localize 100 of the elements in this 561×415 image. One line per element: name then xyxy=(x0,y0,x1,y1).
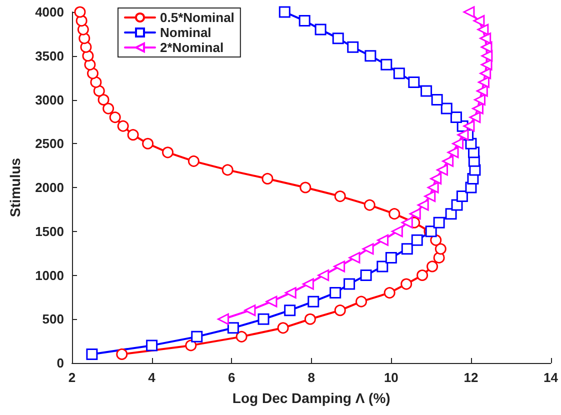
point xyxy=(98,94,110,106)
x-tick-label: 14 xyxy=(544,370,559,385)
point xyxy=(376,260,388,272)
point xyxy=(472,102,484,114)
point xyxy=(334,260,346,272)
point xyxy=(393,68,405,80)
point xyxy=(480,32,492,44)
point xyxy=(347,41,359,53)
y-tick-label: 3500 xyxy=(35,48,64,64)
point xyxy=(356,296,368,308)
point xyxy=(476,85,488,97)
x-axis-title: Log Dec Damping Λ (%) xyxy=(232,390,390,406)
point xyxy=(478,76,490,88)
point xyxy=(384,287,396,299)
point xyxy=(433,216,445,228)
point xyxy=(300,182,312,194)
point xyxy=(142,138,154,150)
point xyxy=(87,68,98,80)
point xyxy=(430,234,442,246)
point xyxy=(477,24,489,36)
y-tick-label: 500 xyxy=(42,312,64,327)
point xyxy=(227,322,239,334)
point xyxy=(426,260,438,272)
point xyxy=(344,278,356,290)
point xyxy=(456,190,468,202)
point xyxy=(262,172,274,184)
point xyxy=(348,252,360,264)
point xyxy=(284,287,296,299)
point xyxy=(424,190,436,202)
x-tick-label: 10 xyxy=(384,370,398,385)
point xyxy=(409,208,421,220)
point xyxy=(431,94,443,106)
point xyxy=(334,304,346,316)
point xyxy=(284,304,296,316)
point xyxy=(334,190,346,202)
point xyxy=(416,270,428,281)
point xyxy=(162,146,174,158)
y-tick-label: 1500 xyxy=(35,224,64,239)
point xyxy=(258,313,270,325)
point xyxy=(401,243,413,255)
point xyxy=(480,68,492,80)
point xyxy=(146,340,158,352)
point xyxy=(360,270,372,281)
point xyxy=(430,172,442,184)
point xyxy=(191,330,203,342)
point xyxy=(420,85,432,97)
point xyxy=(302,278,314,290)
point xyxy=(442,155,454,167)
point xyxy=(411,234,423,246)
point xyxy=(74,6,86,18)
point xyxy=(116,348,128,360)
x-tick-label: 4 xyxy=(148,370,156,385)
point xyxy=(452,138,464,150)
point xyxy=(332,32,344,44)
point xyxy=(236,330,248,342)
point xyxy=(109,112,121,124)
legend-label: 2*Nominal xyxy=(160,40,224,55)
point xyxy=(277,322,289,334)
point xyxy=(436,164,448,176)
point xyxy=(76,15,88,27)
point xyxy=(117,120,129,132)
point xyxy=(188,155,200,167)
point xyxy=(86,348,98,360)
point xyxy=(427,182,439,194)
point xyxy=(473,15,485,27)
point xyxy=(480,58,492,70)
point xyxy=(278,6,290,18)
x-tick-label: 12 xyxy=(464,370,478,385)
point xyxy=(400,278,412,290)
x-tick-label: 2 xyxy=(68,370,76,385)
point xyxy=(217,313,229,325)
point xyxy=(90,76,102,88)
point xyxy=(314,24,326,36)
point xyxy=(364,199,376,211)
y-tick-label: 1000 xyxy=(35,268,64,283)
point xyxy=(377,234,389,246)
y-tick-label: 2500 xyxy=(35,136,64,152)
point xyxy=(463,120,475,132)
x-tick-label: 8 xyxy=(308,370,315,385)
point xyxy=(380,58,392,70)
point xyxy=(440,102,452,114)
point xyxy=(185,340,197,352)
point xyxy=(308,296,320,308)
point xyxy=(222,164,234,176)
point xyxy=(318,270,330,281)
y-tick-label: 3000 xyxy=(35,92,64,108)
point xyxy=(434,243,446,255)
point xyxy=(469,112,481,124)
point xyxy=(474,94,486,106)
point xyxy=(480,41,492,53)
legend-label: Nominal xyxy=(160,25,212,40)
point xyxy=(481,50,493,62)
point xyxy=(266,296,278,308)
point xyxy=(408,76,420,88)
point xyxy=(388,208,400,220)
point xyxy=(93,85,105,97)
y-tick-label: 2000 xyxy=(35,180,64,195)
x-tick-label: 6 xyxy=(228,370,236,385)
point xyxy=(362,243,374,255)
point xyxy=(450,112,462,124)
